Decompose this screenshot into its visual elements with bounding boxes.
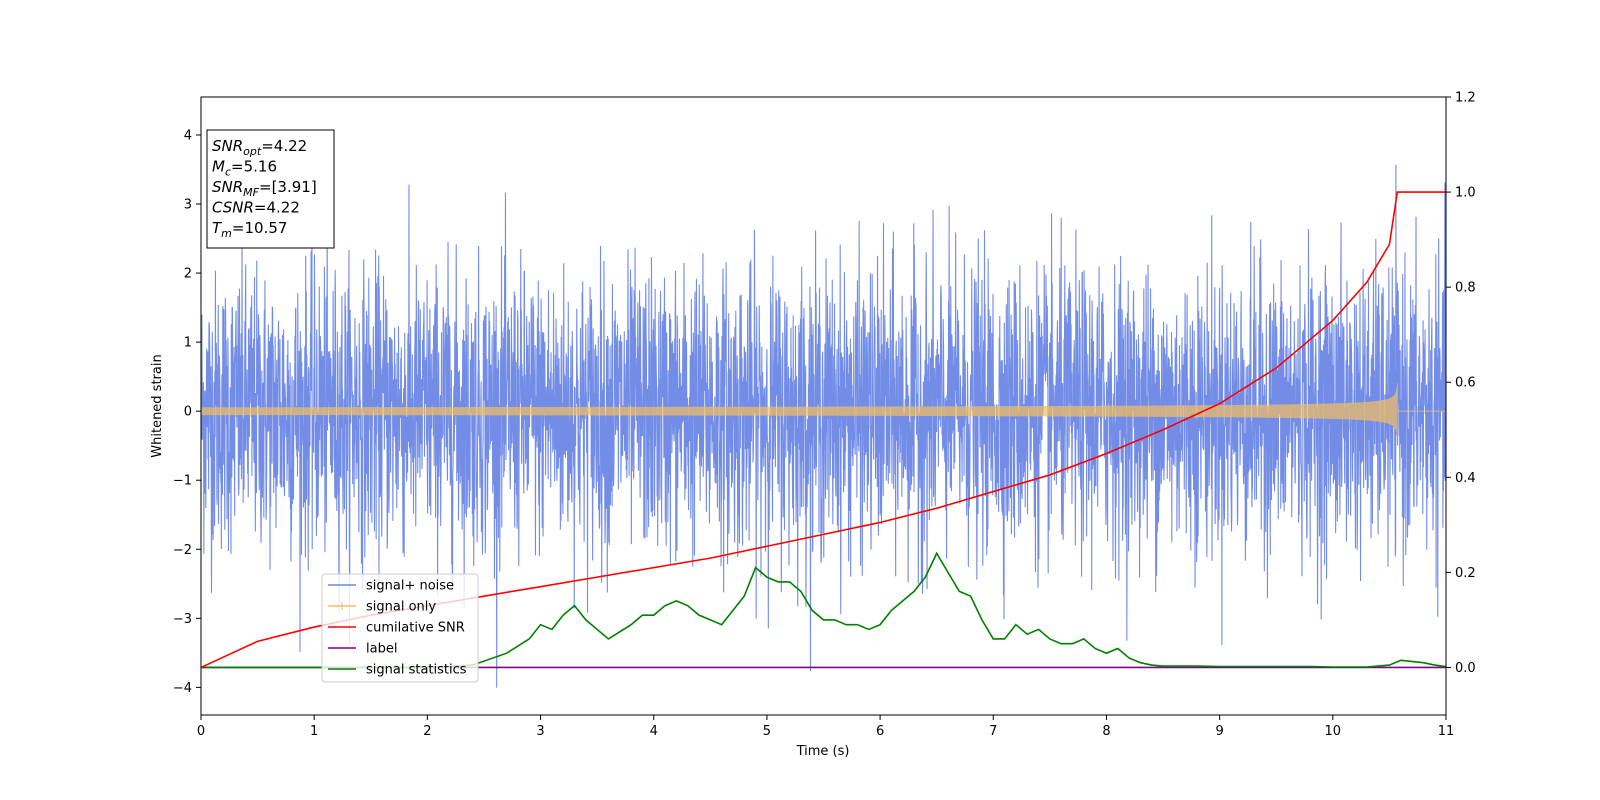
x-tick-label: 6 <box>876 724 884 739</box>
series-signal-statistics <box>201 551 1446 669</box>
legend-entry: label <box>366 642 397 657</box>
x-tick-label: 1 <box>310 724 318 739</box>
x-tick-label: 10 <box>1325 724 1342 739</box>
axes-ticks: 0 1 2 3 4 5 6 7 8 9 10 1143210−1−2−3−40.00.20.40.60… <box>173 91 1476 740</box>
y2-tick-label: 0.4 <box>1455 471 1476 486</box>
y-tick-label: 1 <box>184 336 192 351</box>
y-axis-label: Whitened strain <box>150 354 165 457</box>
x-tick-label: 2 <box>423 724 431 739</box>
y-tick-label: 3 <box>184 198 192 213</box>
legend-entry: signal+ noise <box>366 579 454 594</box>
annotation-line: Tm=10.57 <box>212 219 287 240</box>
y2-tick-label: 0.8 <box>1455 281 1476 296</box>
y2-tick-label: 0.0 <box>1455 661 1476 676</box>
x-tick-label: 5 <box>763 724 771 739</box>
legend-entry: signal only <box>366 600 436 615</box>
y-tick-label: −2 <box>173 543 192 558</box>
y-tick-label: 4 <box>184 128 192 143</box>
x-tick-label: 7 <box>989 724 997 739</box>
y-tick-label: −4 <box>173 681 192 696</box>
x-tick-label: 0 <box>197 724 205 739</box>
series-signal-only <box>201 383 1446 439</box>
legend-entry: signal statistics <box>366 663 467 678</box>
x-axis-label: Time (s) <box>796 744 850 759</box>
annotation-frame <box>206 129 335 249</box>
annotation-line: CSNR=4.22 <box>212 199 300 217</box>
annotation-line: SNRMF=[3.91] <box>212 178 317 199</box>
y-tick-label: 0 <box>184 405 192 420</box>
y2-tick-label: 1.2 <box>1455 91 1476 106</box>
y-tick-label: −3 <box>173 612 192 627</box>
x-tick-label: 8 <box>1102 724 1110 739</box>
y2-tick-label: 0.2 <box>1455 566 1476 581</box>
legend: signal+ noise signal only cumilative SNR la… <box>321 573 479 683</box>
axes-frame <box>200 96 1447 716</box>
x-tick-label: 9 <box>1215 724 1223 739</box>
y2-tick-label: 1.0 <box>1455 186 1476 201</box>
y-tick-label: 2 <box>184 267 192 282</box>
x-tick-label: 4 <box>650 724 658 739</box>
y2-tick-label: 0.6 <box>1455 376 1476 391</box>
y-tick-label: −1 <box>173 474 192 489</box>
x-tick-label: 11 <box>1438 724 1455 739</box>
annotation-line: SNRopt=4.22 <box>212 137 307 158</box>
x-tick-label: 3 <box>536 724 544 739</box>
legend-frame <box>321 573 479 683</box>
legend-entry: cumilative SNR <box>366 621 465 636</box>
annotation-line: Mc=5.16 <box>212 158 277 179</box>
